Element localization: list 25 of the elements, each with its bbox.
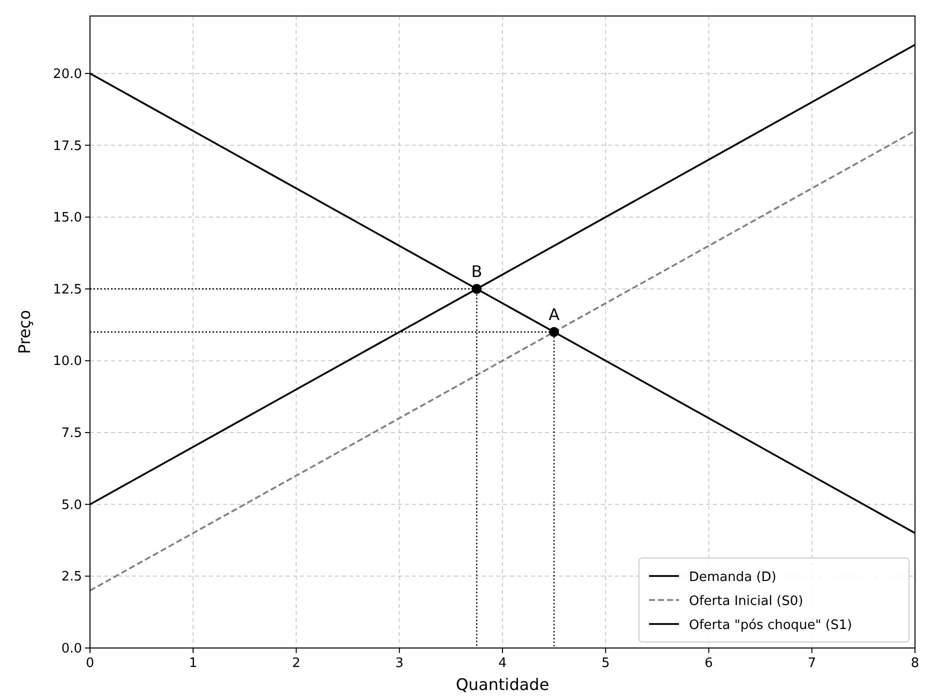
y-tick-label: 7.5 [61, 426, 82, 442]
y-tick-label: 17.5 [53, 138, 82, 154]
y-tick-label: 12.5 [53, 282, 82, 298]
x-tick-label: 4 [498, 656, 507, 671]
x-tick-label: 6 [704, 656, 713, 671]
y-tick-label: 2.5 [61, 570, 82, 585]
y-tick-label: 20.0 [53, 66, 82, 82]
y-tick-label: 5.0 [61, 498, 82, 513]
y-tick-label: 10.0 [53, 354, 82, 370]
x-tick-label: 2 [292, 656, 300, 671]
x-tick-label: 8 [910, 656, 920, 671]
y-tick-label: 0.0 [61, 642, 82, 656]
x-tick-label: 1 [188, 656, 198, 671]
x-tick-label: 5 [601, 656, 610, 671]
y-tick-label: 15.0 [53, 210, 82, 226]
legend-label: Demanda (D) [689, 570, 776, 585]
legend-label: Oferta "pós choque" (S1) [689, 618, 852, 633]
annotation: A [548, 305, 560, 324]
x-tick-label: 7 [808, 656, 816, 671]
y-axis-title: Preço [15, 310, 34, 354]
x-tick-label: 3 [395, 656, 404, 671]
x-axis-title: Quantidade [456, 675, 550, 694]
x-tick-label: 0 [86, 656, 94, 671]
legend-label: Oferta Inicial (S0) [689, 594, 804, 609]
annotation: B [471, 262, 482, 281]
